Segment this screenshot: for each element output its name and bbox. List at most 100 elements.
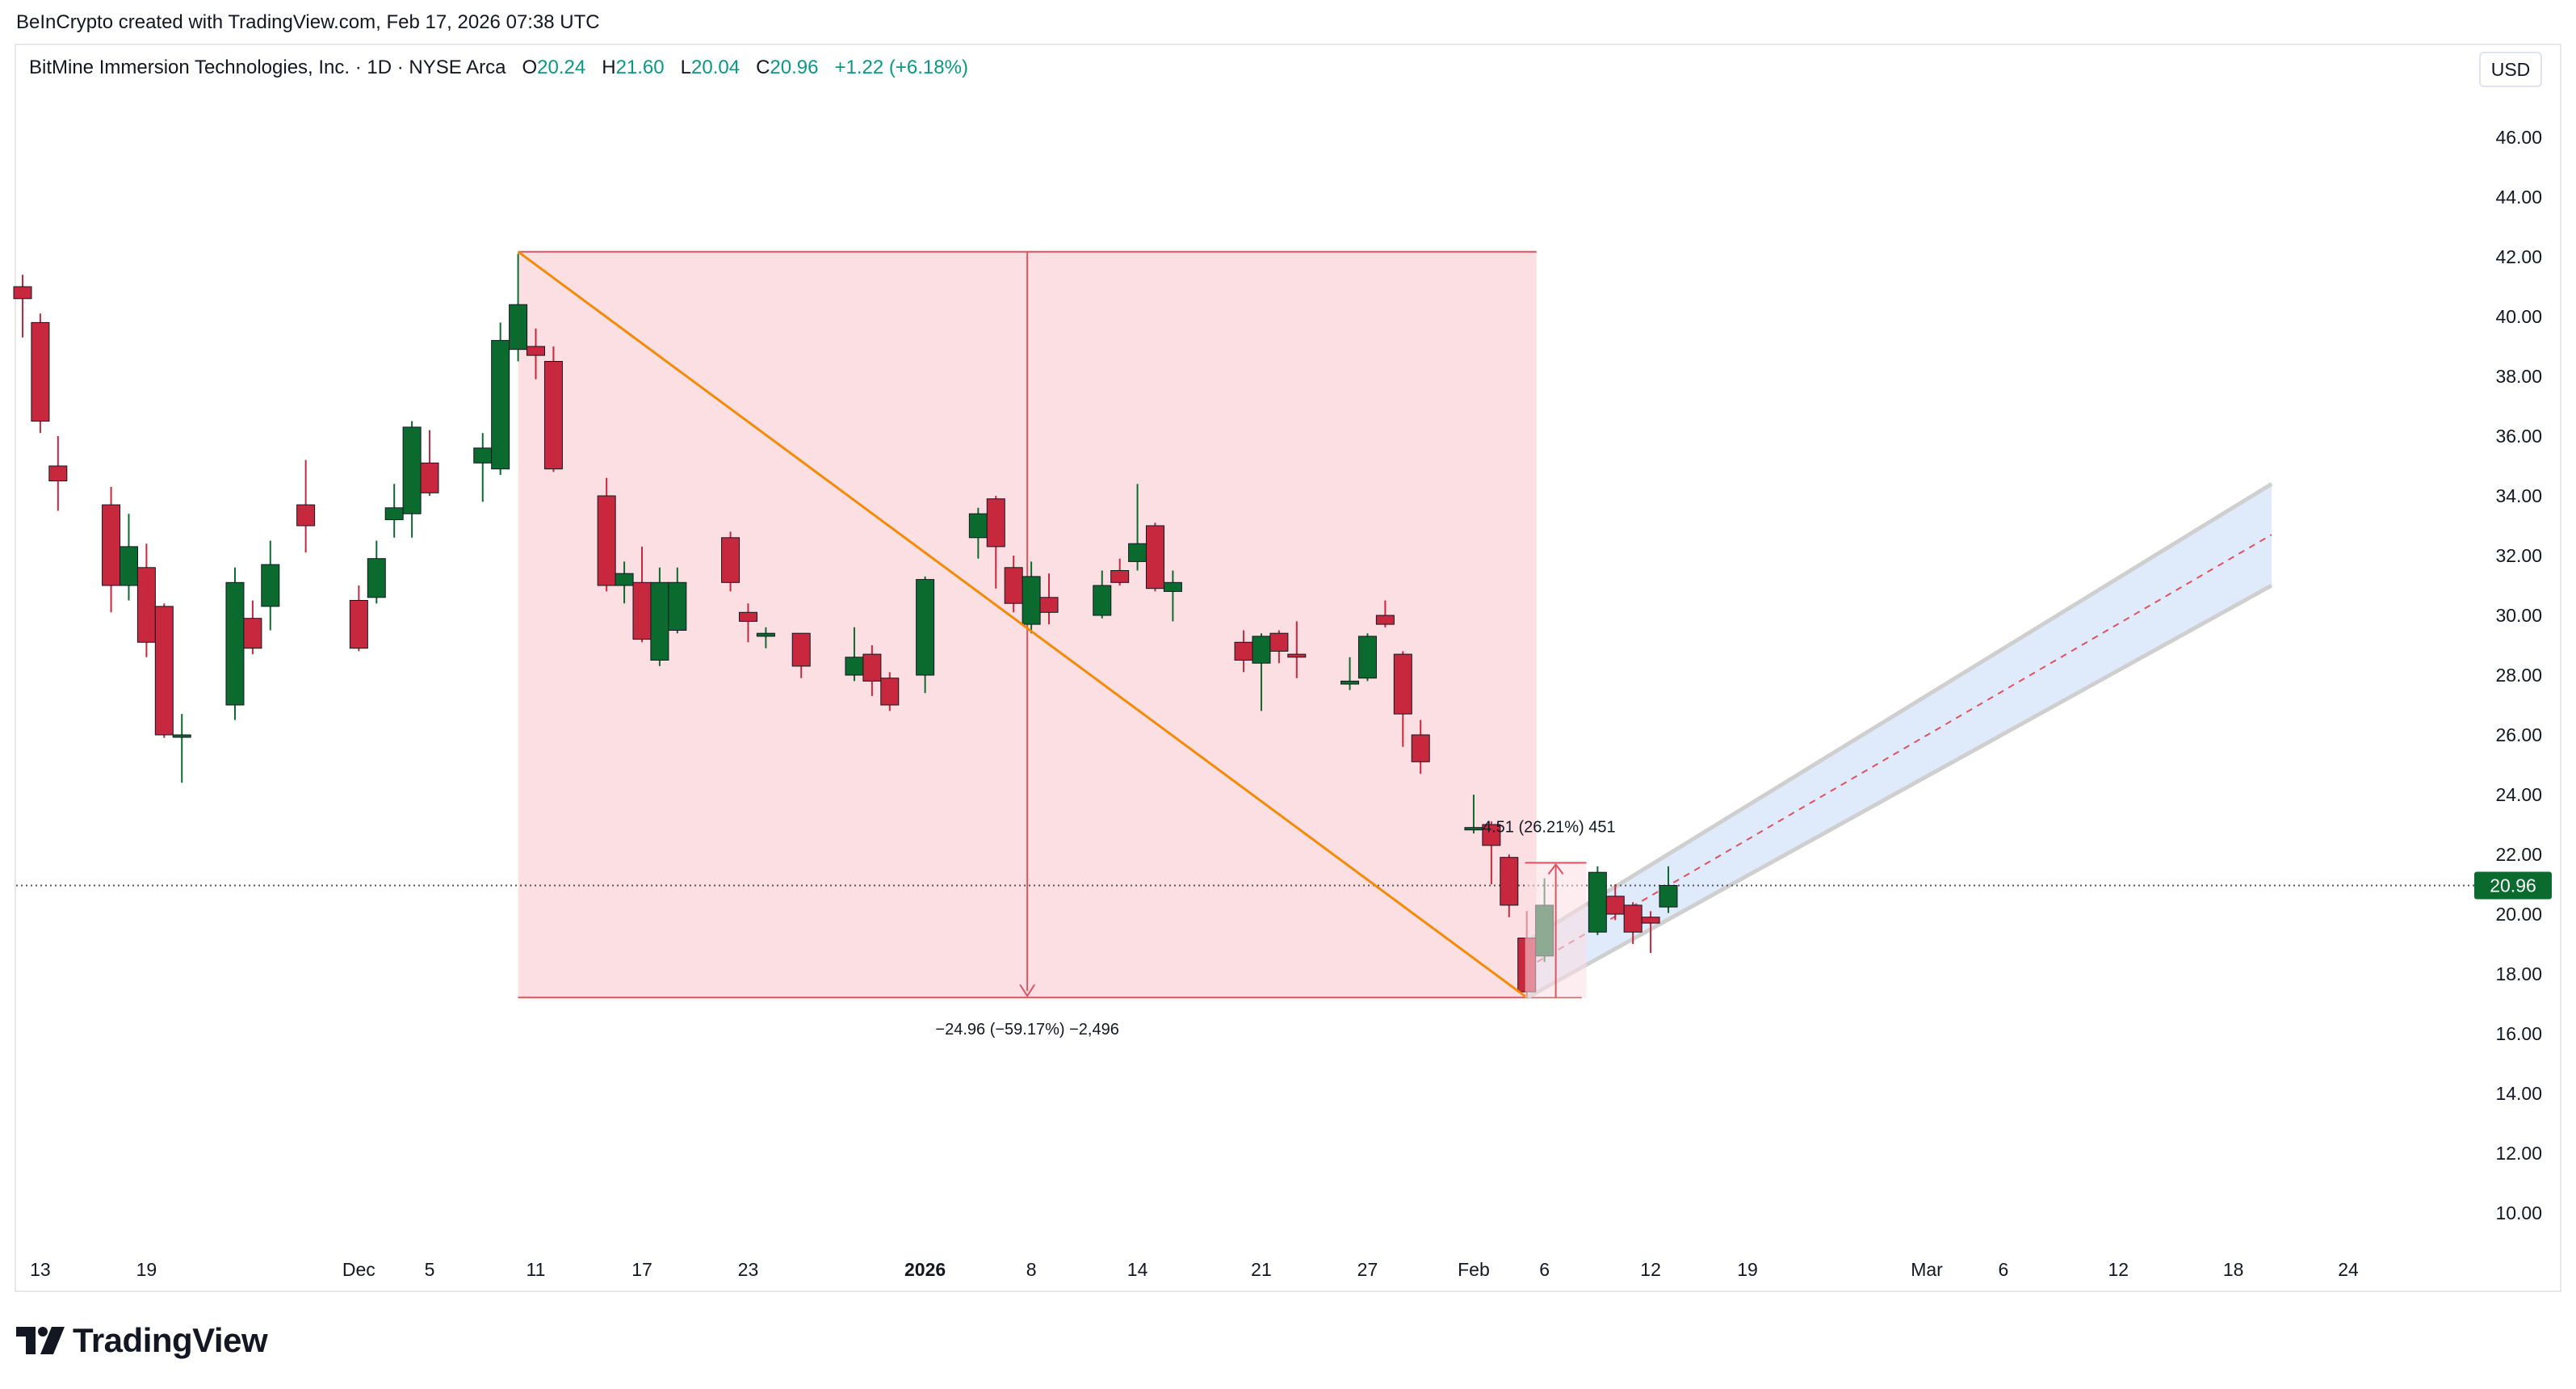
candle — [1234, 630, 1253, 673]
candle-body — [986, 498, 1005, 548]
candle — [1093, 570, 1112, 619]
candle-body — [1641, 917, 1660, 924]
x-tick-label: 13 — [30, 1259, 51, 1280]
high-label: H — [602, 57, 616, 78]
candle-body — [597, 495, 616, 586]
candle — [791, 632, 811, 678]
candle-body — [1252, 636, 1271, 664]
candle-body — [119, 546, 138, 586]
y-tick-label: 34.00 — [2495, 485, 2542, 506]
y-tick-label: 30.00 — [2495, 605, 2542, 626]
candle-body — [1588, 871, 1607, 933]
candle — [491, 322, 510, 476]
x-tick-label: 19 — [1737, 1259, 1758, 1280]
candle — [31, 313, 50, 434]
candle — [402, 421, 422, 538]
y-tick-label: 26.00 — [2495, 724, 2542, 745]
y-tick-label: 36.00 — [2495, 426, 2542, 447]
y-tick-label: 32.00 — [2495, 545, 2542, 566]
y-tick-label: 16.00 — [2495, 1023, 2542, 1044]
y-tick-label: 20.00 — [2495, 904, 2542, 925]
channel-lower-line — [1525, 583, 2273, 1000]
channel-mid-line — [1526, 534, 2272, 969]
candle-body — [756, 632, 775, 637]
annotation-layer: 4.51 (26.21%) 451 — [517, 250, 1616, 999]
close-label: C — [756, 57, 770, 78]
candle — [1340, 657, 1360, 690]
x-tick-label: 18 — [2223, 1259, 2244, 1280]
candle — [473, 433, 493, 502]
candle — [1110, 558, 1130, 585]
x-tick-label: 23 — [738, 1259, 759, 1280]
candle-body — [632, 581, 652, 640]
candle-body — [491, 340, 510, 470]
x-tick-label: Mar — [1911, 1259, 1943, 1280]
candle-body — [845, 657, 864, 676]
candle-body — [1022, 576, 1041, 625]
symbol-title: BitMine Immersion Technologies, Inc. · 1… — [29, 57, 506, 78]
candle — [154, 603, 174, 738]
symbol-legend[interactable]: BitMine Immersion Technologies, Inc. · 1… — [29, 57, 968, 79]
candle — [119, 514, 138, 601]
candle — [632, 546, 652, 643]
candle — [1128, 484, 1147, 571]
x-tick-label: 17 — [631, 1259, 652, 1280]
y-tick-label: 44.00 — [2495, 187, 2542, 208]
candle-body — [261, 564, 280, 607]
candle-body — [862, 653, 882, 682]
candle — [243, 600, 262, 655]
candle — [543, 346, 563, 472]
candle — [349, 585, 368, 652]
candle — [1411, 720, 1430, 774]
currency-button[interactable]: USD — [2479, 52, 2542, 87]
candle-body — [1411, 734, 1430, 762]
candle — [509, 254, 528, 362]
rebound-arrow-head — [1547, 862, 1564, 875]
candle-body — [527, 346, 546, 356]
candle-body — [650, 581, 669, 661]
candle-body — [402, 426, 422, 514]
candle — [1039, 573, 1059, 625]
candle-body — [1482, 824, 1501, 846]
chart-attribution: BeInCrypto created with TradingView.com,… — [16, 11, 600, 33]
candle-body — [916, 579, 935, 676]
candle-body — [543, 361, 563, 470]
candle — [1641, 911, 1660, 954]
candle-body — [225, 581, 245, 706]
candle — [384, 484, 404, 538]
candle — [1022, 561, 1041, 634]
low-value: 20.04 — [691, 57, 740, 78]
candle-body — [1163, 581, 1182, 592]
candle — [420, 430, 439, 496]
candle — [597, 477, 616, 592]
candle-body — [13, 286, 32, 300]
candle-body — [1393, 653, 1412, 715]
y-tick-label: 42.00 — [2495, 246, 2542, 267]
y-tick-label: 40.00 — [2495, 306, 2542, 327]
candle — [1357, 633, 1377, 682]
candle-body — [509, 304, 528, 350]
x-tick-label: 11 — [527, 1259, 546, 1280]
candle-body — [1145, 525, 1164, 590]
candle-body — [1659, 884, 1678, 908]
y-tick-label: 28.00 — [2495, 665, 2542, 686]
tradingview-logo[interactable]: TradingView — [16, 1318, 268, 1363]
candle-body — [668, 581, 687, 631]
candle-body — [31, 321, 50, 422]
brand-name: TradingView — [73, 1321, 268, 1359]
y-tick-label: 46.00 — [2495, 127, 2542, 148]
candle-body — [1464, 827, 1483, 831]
open-value: 20.24 — [537, 57, 586, 78]
x-tick-label: 2026 — [904, 1259, 946, 1280]
candle — [756, 627, 775, 648]
tradingview-logo-icon — [16, 1327, 65, 1354]
x-tick-label: 8 — [1026, 1259, 1037, 1280]
candle-body — [738, 611, 757, 622]
candle — [1375, 600, 1395, 627]
y-tick-label: 24.00 — [2495, 784, 2542, 805]
x-tick-label: 12 — [2108, 1259, 2129, 1280]
candle-body — [1500, 857, 1519, 906]
candle — [1500, 854, 1519, 917]
candle-body — [420, 462, 439, 493]
